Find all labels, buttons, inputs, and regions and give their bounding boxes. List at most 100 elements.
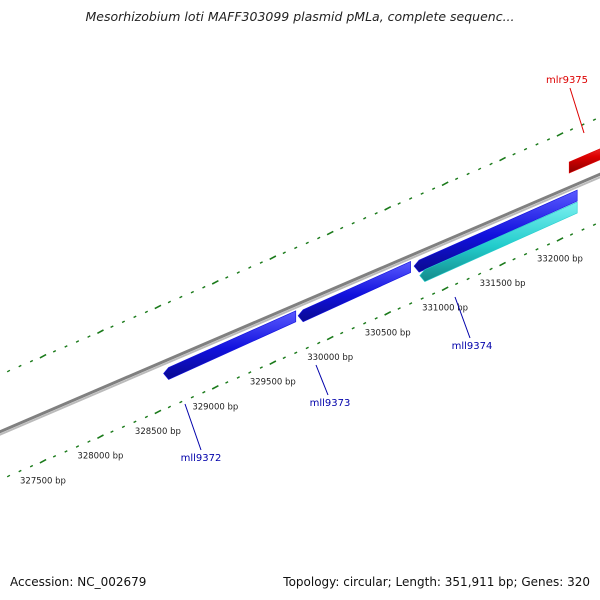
minor-tick <box>294 351 298 355</box>
gene-feature-mll9373-1[interactable] <box>297 261 411 323</box>
minor-tick <box>110 430 114 434</box>
position-label: 330500 bp <box>365 328 411 338</box>
minor-tick <box>144 310 149 314</box>
minor-tick <box>420 192 424 195</box>
major-tick <box>326 335 334 341</box>
position-label: 331500 bp <box>480 279 526 289</box>
minor-tick <box>454 177 459 181</box>
minor-tick <box>512 152 516 156</box>
minor-tick <box>397 202 401 205</box>
minor-tick <box>179 295 183 299</box>
gene-feature-mll9372-0[interactable] <box>163 310 297 380</box>
gene-feature-mlr9375-4[interactable] <box>568 136 600 174</box>
page-title: Mesorhizobium loti MAFF303099 plasmid pM… <box>85 9 515 24</box>
minor-tick <box>167 405 172 409</box>
minor-tick <box>512 257 516 261</box>
minor-tick <box>420 297 424 300</box>
label-leader-mll9373 <box>315 364 329 396</box>
minor-tick <box>225 381 229 384</box>
minor-tick <box>236 271 240 274</box>
label-leaders <box>184 87 585 451</box>
minor-tick <box>408 197 413 200</box>
minor-tick <box>29 359 34 363</box>
minor-tick <box>202 390 206 394</box>
minor-tick <box>523 147 528 151</box>
major-tick <box>441 286 449 292</box>
outer-tick-track <box>6 118 597 373</box>
major-tick <box>499 261 506 267</box>
accession-label: Accession: NC_002679 <box>10 575 147 589</box>
minor-tick <box>431 292 436 296</box>
major-tick <box>384 310 392 316</box>
minor-tick <box>305 346 309 350</box>
minor-tick <box>52 454 57 458</box>
minor-tick <box>351 221 355 225</box>
minor-tick <box>87 335 91 338</box>
major-tick <box>269 255 277 261</box>
minor-tick <box>523 252 528 256</box>
major-tick <box>97 434 104 440</box>
minor-tick <box>317 341 321 345</box>
major-tick <box>384 205 392 211</box>
major-tick <box>326 230 334 236</box>
minor-tick <box>431 187 436 191</box>
minor-tick <box>282 251 286 255</box>
minor-tick <box>569 128 574 131</box>
position-labels: 327500 bp 328000 bp 328500 bp 329000 bp 3295… <box>20 255 583 487</box>
minor-tick <box>569 233 574 236</box>
label-leader-mll9372 <box>184 403 202 451</box>
backbone-layer <box>0 172 600 436</box>
minor-tick <box>374 316 378 320</box>
major-tick <box>154 409 162 415</box>
position-label: 331000 bp <box>422 304 468 314</box>
minor-tick <box>294 246 298 250</box>
minor-tick <box>466 172 470 176</box>
major-tick <box>39 353 47 359</box>
gene-label-mll9372[interactable]: mll9372 <box>181 453 222 464</box>
minor-tick <box>535 142 539 146</box>
gene-label-mlr9375[interactable]: mlr9375 <box>546 75 588 86</box>
minor-tick <box>489 162 493 166</box>
minor-tick <box>397 307 401 310</box>
minor-tick <box>282 356 286 360</box>
minor-tick <box>477 167 482 171</box>
minor-tick <box>179 400 183 404</box>
minor-tick <box>75 340 80 343</box>
minor-tick <box>144 415 149 419</box>
minor-tick <box>259 261 263 264</box>
minor-tick <box>489 267 493 271</box>
minor-tick <box>581 228 585 231</box>
minor-tick <box>248 371 252 374</box>
gene-feature-mll9374-3[interactable] <box>419 201 578 282</box>
minor-tick <box>225 276 229 279</box>
minor-tick <box>121 425 126 429</box>
position-label: 330000 bp <box>307 353 353 363</box>
major-tick <box>97 329 104 335</box>
major-tick <box>556 132 564 137</box>
gene-label-mll9373[interactable]: mll9373 <box>310 398 351 409</box>
minor-tick <box>466 277 470 281</box>
gene-feature-mll9374-2[interactable] <box>413 189 578 273</box>
inner-tick-track <box>6 223 597 478</box>
minor-tick <box>190 395 195 399</box>
minor-tick <box>363 321 367 325</box>
minor-tick <box>52 349 57 353</box>
major-tick <box>154 304 162 310</box>
major-tick <box>556 237 564 242</box>
minor-tick <box>121 320 126 324</box>
minor-tick <box>374 211 378 215</box>
minor-tick <box>18 364 22 368</box>
minor-tick <box>6 369 11 373</box>
minor-tick <box>18 469 22 473</box>
major-tick <box>39 458 47 464</box>
major-tick <box>211 279 219 285</box>
major-tick <box>211 384 219 390</box>
position-label: 329000 bp <box>192 402 238 412</box>
minor-tick <box>592 118 597 122</box>
gene-label-mll9374[interactable]: mll9374 <box>452 341 493 352</box>
minor-tick <box>340 331 344 335</box>
minor-tick <box>259 366 263 369</box>
minor-tick <box>454 282 459 286</box>
minor-tick <box>363 216 367 220</box>
